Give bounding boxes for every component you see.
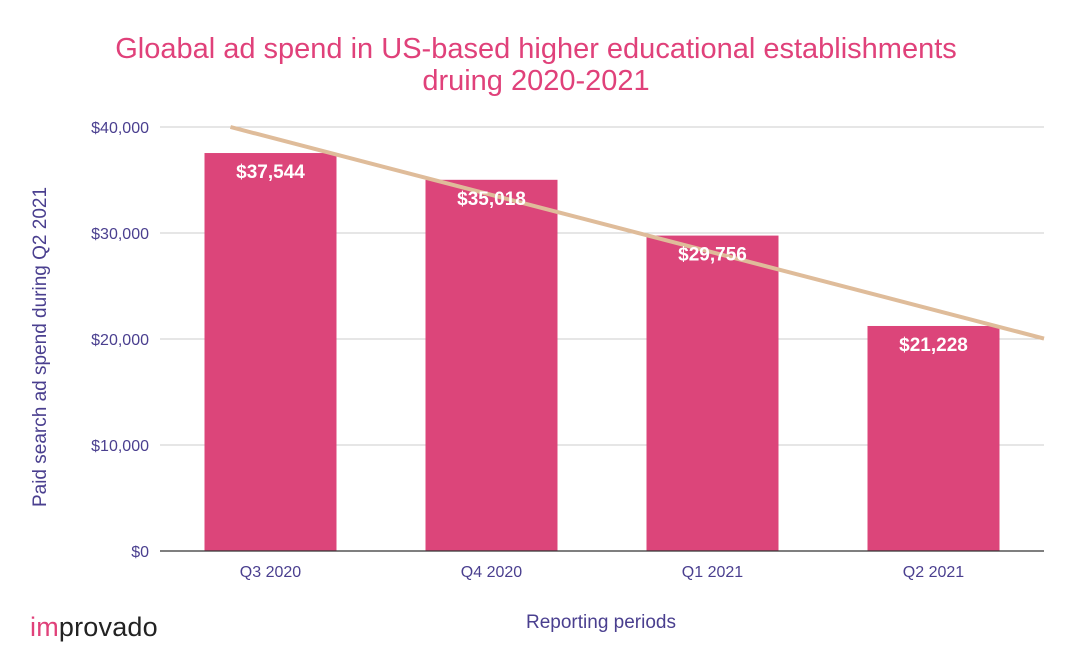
improvado-logo: improvado <box>30 612 158 643</box>
chart-title: Gloabal ad spend in US-based higher educ… <box>115 33 957 65</box>
bar-data-label: $35,018 <box>457 189 526 210</box>
x-tick-label: Q3 2020 <box>240 564 301 581</box>
bar <box>867 325 1000 551</box>
logo-suffix: provado <box>58 612 158 642</box>
bar <box>425 179 558 551</box>
y-tick-label: $30,000 <box>91 226 149 243</box>
y-tick-label: $40,000 <box>91 120 149 137</box>
data-labels: $37,544 $35,018 $29,756 $21,228 <box>236 162 968 356</box>
x-tick-label: Q2 2021 <box>903 564 964 581</box>
bar-data-label: $21,228 <box>899 335 968 356</box>
y-axis-label: Paid search ad spend during Q2 2021 <box>30 187 51 507</box>
trendline <box>229 125 1045 341</box>
bar-data-label: $29,756 <box>678 245 747 266</box>
bars <box>204 153 1000 551</box>
x-axis-label: Reporting periods <box>526 612 676 633</box>
bar-data-label: $37,544 <box>236 162 305 183</box>
x-tick-label: Q4 2020 <box>461 564 522 581</box>
y-axis-ticks: $0 $10,000 $20,000 $30,000 $40,000 <box>91 120 149 561</box>
bar <box>204 153 337 551</box>
chart-subtitle: druing 2020-2021 <box>422 65 649 97</box>
y-tick-label: $0 <box>131 544 149 561</box>
x-axis-ticks: Q3 2020 Q4 2020 Q1 2021 Q2 2021 <box>240 564 964 581</box>
logo-prefix: im <box>30 612 59 642</box>
x-tick-label: Q1 2021 <box>682 564 743 581</box>
y-tick-label: $20,000 <box>91 332 149 349</box>
y-tick-label: $10,000 <box>91 438 149 455</box>
trendline-group <box>229 125 1045 341</box>
bar <box>646 235 779 551</box>
